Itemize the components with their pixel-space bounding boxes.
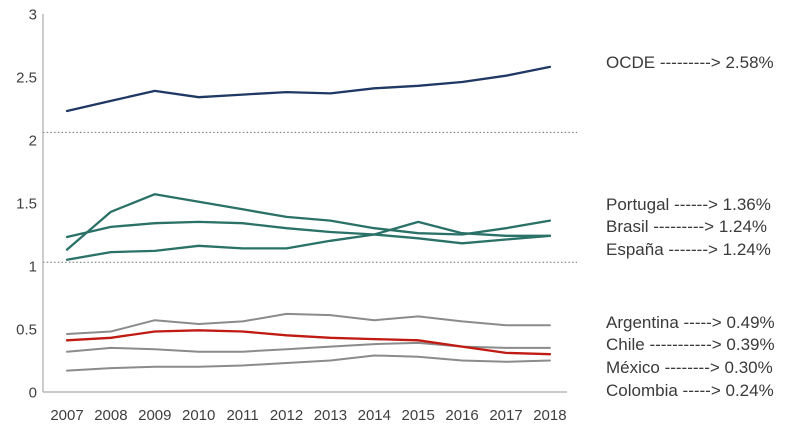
x-tick-label: 2010 [182, 407, 215, 424]
x-tick-label: 2013 [314, 407, 347, 424]
annotation-chile: Chile -----------> 0.39% [606, 335, 775, 354]
series-line-brasil [65, 220, 552, 261]
series-line-espana [65, 220, 552, 245]
annotation-argentina: Argentina -----> 0.49% [606, 313, 775, 332]
x-tick-label: 2015 [402, 407, 435, 424]
x-tick-label: 2009 [138, 407, 171, 424]
x-tick-label: 2014 [358, 407, 391, 424]
series-line-colombia [66, 354, 551, 372]
x-tick-label: 2017 [489, 407, 522, 424]
annotation-ocde: OCDE ---------> 2.58% [606, 53, 774, 72]
annotation-brasil: Brasil ---------> 1.24% [606, 217, 768, 236]
y-tick-label: 0 [29, 385, 37, 402]
y-tick-label: 1.5 [16, 196, 37, 213]
annotation-portugal: Portugal ------> 1.36% [606, 195, 771, 214]
x-tick-label: 2018 [533, 407, 566, 424]
y-tick-label: 0.5 [16, 322, 37, 339]
y-tick-label: 2.5 [16, 70, 37, 87]
y-tick-label: 2 [29, 133, 37, 150]
x-tick-label: 2012 [270, 407, 303, 424]
annotation-espana: España -------> 1.24% [606, 240, 771, 259]
x-tick-label: 2011 [226, 407, 258, 424]
y-tick-label: 1 [29, 259, 37, 276]
series-line-chile [66, 341, 551, 353]
annotation-colombia: Colombia -----> 0.24% [606, 381, 774, 400]
annotation-mexico: México --------> 0.30% [606, 358, 773, 377]
x-tick-label: 2007 [50, 407, 83, 424]
y-tick-label: 3 [29, 7, 37, 24]
x-tick-label: 2008 [94, 407, 127, 424]
x-tick-label: 2016 [445, 407, 478, 424]
series-line-argentina [66, 312, 551, 335]
series-line-portugal [65, 193, 552, 251]
series-line-ocde [65, 65, 552, 113]
series-line-mexico [65, 329, 552, 356]
